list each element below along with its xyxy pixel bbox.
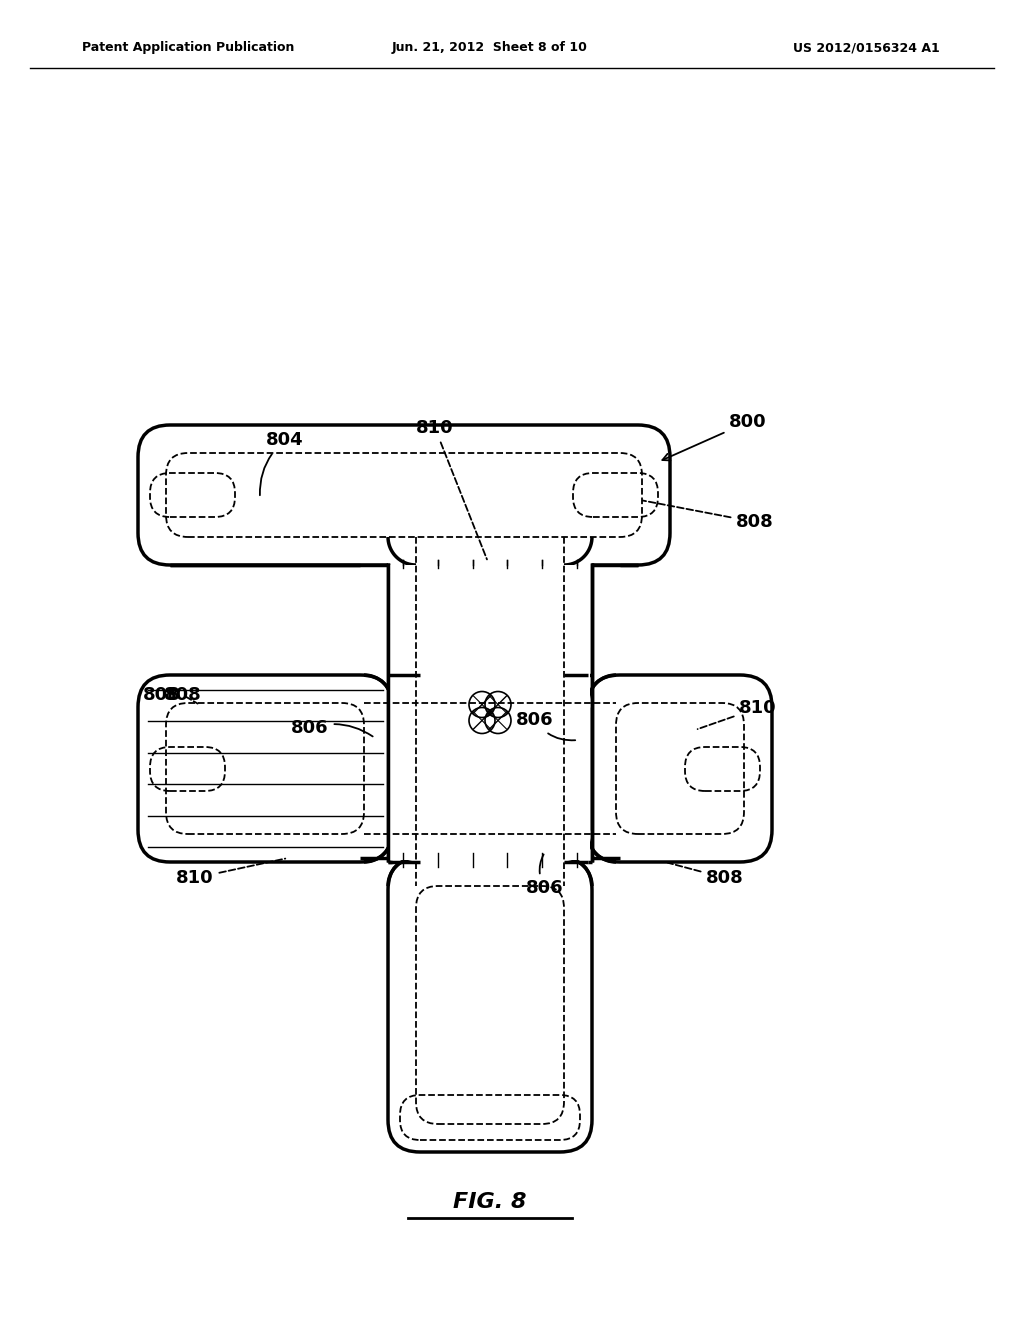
Text: 810: 810 (697, 700, 777, 729)
Text: 808: 808 (668, 863, 743, 887)
Text: 810: 810 (416, 418, 487, 560)
Bar (388, 564, 592, 862)
Text: FIG. 8: FIG. 8 (454, 1192, 526, 1212)
Bar (390, 565, 590, 861)
Text: 804: 804 (260, 432, 304, 495)
FancyBboxPatch shape (138, 425, 670, 565)
Text: 800: 800 (663, 413, 767, 461)
Text: Patent Application Publication: Patent Application Publication (82, 41, 294, 54)
FancyBboxPatch shape (138, 675, 392, 862)
Text: 808: 808 (143, 686, 181, 704)
Text: 808: 808 (643, 500, 774, 531)
FancyBboxPatch shape (588, 675, 772, 862)
FancyBboxPatch shape (388, 858, 592, 1152)
Text: 808: 808 (164, 686, 202, 704)
Text: US 2012/0156324 A1: US 2012/0156324 A1 (794, 41, 940, 54)
Text: 810: 810 (176, 858, 286, 887)
Text: Jun. 21, 2012  Sheet 8 of 10: Jun. 21, 2012 Sheet 8 of 10 (392, 41, 588, 54)
Text: 806: 806 (526, 854, 564, 898)
Text: 806: 806 (291, 719, 373, 737)
Text: 806: 806 (516, 711, 575, 741)
